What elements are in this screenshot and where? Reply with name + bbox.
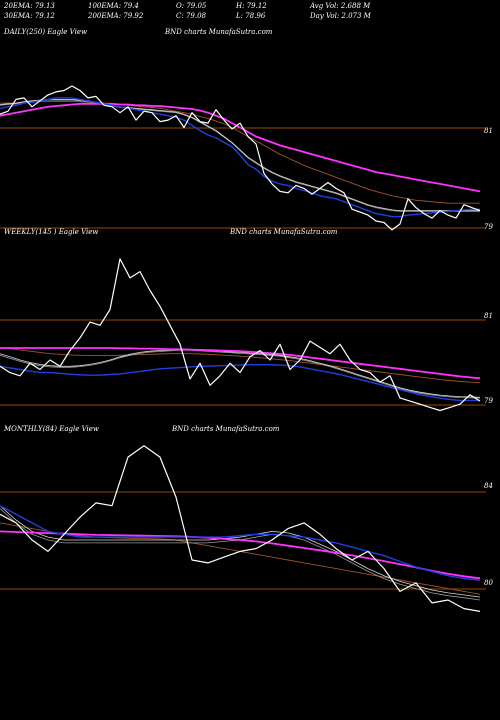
weekly-title: WEEKLY(145 ) Eagle View [4,228,98,236]
hdr-dayvol: Day Vol: 2.073 M [310,12,371,20]
monthly-ema-mid-b-line [0,508,481,601]
panel-daily: DAILY(250) Eagle View BND charts MunafaS… [0,28,493,231]
daily-ema-long-brown-line [0,101,480,204]
daily-price-line [0,85,481,231]
weekly-price-line [0,258,481,412]
weekly-ref-label-81: 81 [484,312,493,320]
hdr-avgvol: Avg Vol: 2.688 M [310,2,371,10]
weekly-ema-mid-a-line [0,348,481,398]
weekly-ema-mid-b-line [0,349,481,399]
weekly-ema-long-brown-line [0,346,481,384]
daily-ema-short-line [0,97,480,218]
panel-monthly: MONTHLY(84) Eagle View BND charts Munafa… [0,425,493,612]
monthly-ema-short-line [0,505,481,581]
daily-ref-label-79: 79 [484,223,493,231]
weekly-ema-200-line [0,347,481,380]
hdr-30ema: 30EMA: 79.12 [4,12,55,20]
hdr-open: O: 79.05 [176,2,207,10]
hdr-20ema: 20EMA: 79.13 [4,2,55,10]
daily-ref-label-81: 81 [484,127,493,135]
monthly-ema-200-line [0,530,481,580]
daily-watermark: BND charts MunafaSutra.com [164,28,273,36]
daily-ema-mid-b-line [0,99,480,212]
monthly-ref-label-84: 84 [484,482,493,490]
monthly-title: MONTHLY(84) Eagle View [3,425,99,433]
monthly-watermark: BND charts MunafaSutra.com [171,425,280,433]
daily-ema-200-line [0,102,481,193]
weekly-ema-short-line [0,364,480,402]
monthly-ema-mid-a-line [0,505,481,598]
hdr-200ema: 200EMA: 79.92 [88,12,144,20]
monthly-ref-label-80: 80 [484,579,493,587]
weekly-ref-label-79: 79 [484,397,493,405]
monthly-price-line [0,445,481,612]
weekly-watermark: BND charts MunafaSutra.com [229,228,338,236]
hdr-close: C: 79.08 [176,12,206,20]
hdr-high: H: 79.12 [236,2,267,10]
hdr-low: L: 78.96 [236,12,266,20]
daily-title: DAILY(250) Eagle View [3,28,87,36]
panel-weekly: WEEKLY(145 ) Eagle View BND charts Munaf… [0,228,493,412]
hdr-100ema: 100EMA: 79.4 [88,2,139,10]
